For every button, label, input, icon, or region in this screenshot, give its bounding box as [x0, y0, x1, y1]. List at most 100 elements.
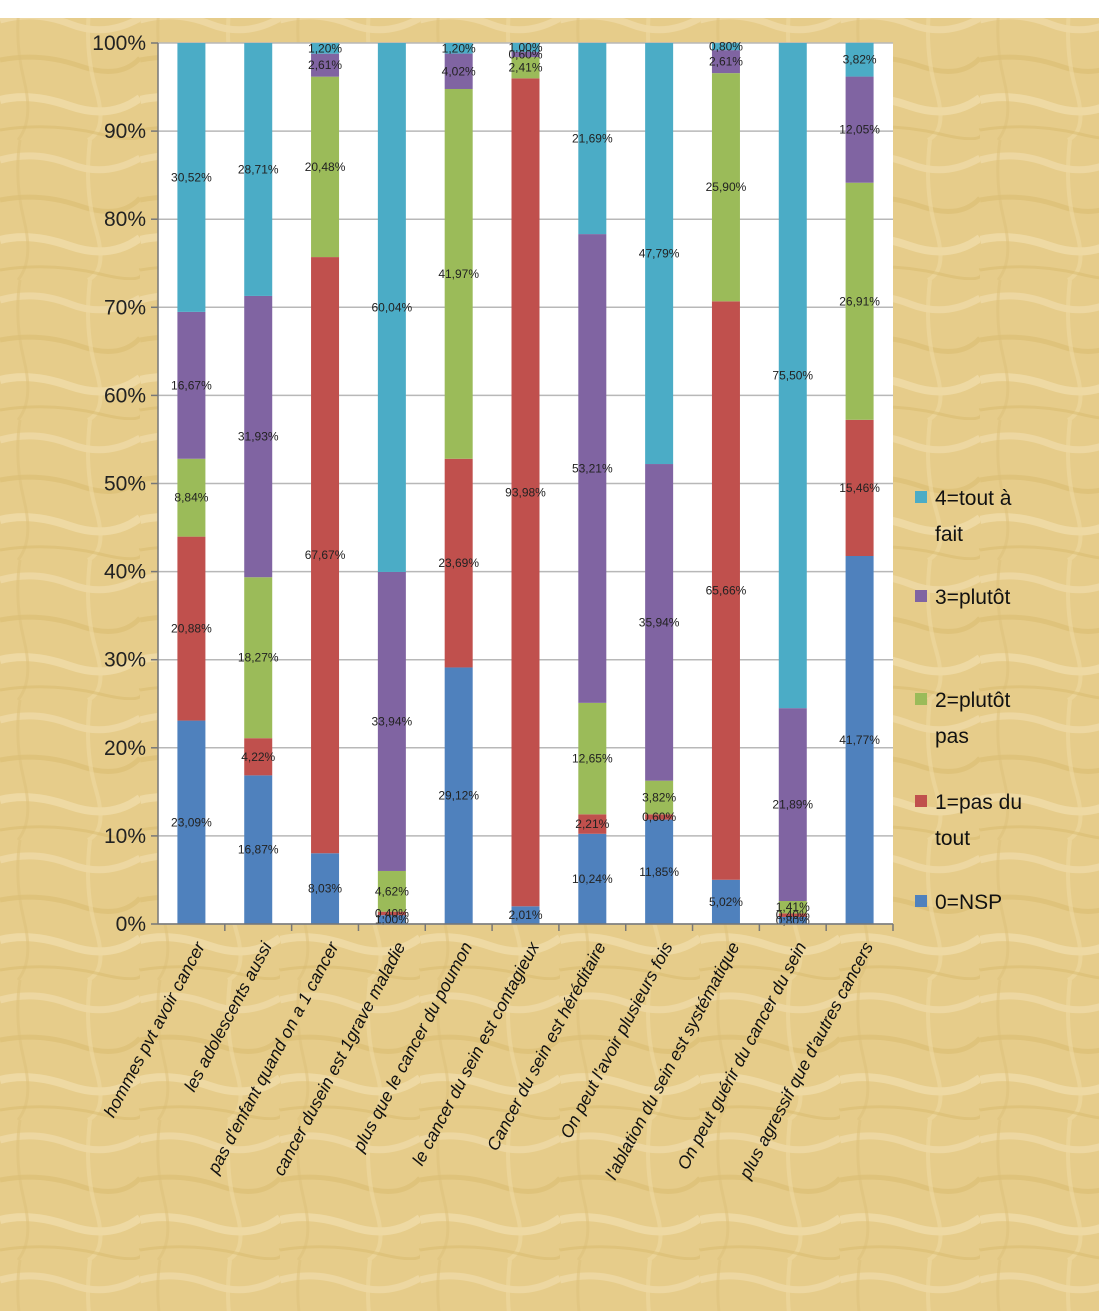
y-tick-label: 30%	[104, 649, 146, 672]
legend-swatch	[915, 491, 927, 503]
bar-segment-1	[377, 911, 406, 916]
bar-segment-1	[511, 78, 540, 907]
bar-segment-2	[311, 76, 340, 258]
data-label: 1,00%	[375, 913, 409, 927]
bar-segment-3	[377, 571, 406, 871]
data-label: 20,48%	[305, 160, 346, 174]
bar-segment-3	[511, 51, 540, 58]
bar-segment-1	[444, 458, 473, 668]
data-label: 29,12%	[438, 789, 479, 803]
data-label: 93,98%	[505, 485, 546, 499]
bar-segment-2	[377, 870, 406, 912]
y-tick-label: 100%	[92, 32, 146, 55]
data-label: 2,21%	[575, 817, 609, 831]
top-strip	[0, 0, 1099, 18]
legend-swatch	[915, 693, 927, 705]
data-label: 1,41%	[776, 900, 810, 914]
data-label: 0,40%	[776, 908, 810, 922]
y-tick-label: 20%	[104, 737, 146, 760]
bar-segment-4	[177, 43, 206, 312]
data-label: 0,60%	[642, 810, 676, 824]
bar-segment-3	[778, 708, 807, 902]
data-label: 20,88%	[171, 622, 212, 636]
bar-segment-2	[511, 57, 540, 79]
legend-label: 1=pas du tout	[935, 791, 1022, 850]
data-label: 0,80%	[709, 40, 743, 54]
bar-segment-2	[711, 73, 740, 302]
bar-segment-4	[645, 43, 674, 465]
bar-segment-3	[845, 76, 874, 183]
bar-segment-1	[711, 301, 740, 880]
y-tick-label: 60%	[104, 384, 146, 407]
data-label: 75,50%	[772, 369, 813, 383]
data-label: 11,85%	[639, 865, 679, 879]
data-label: 1,20%	[442, 41, 476, 55]
data-label: 30,52%	[171, 170, 212, 184]
bar-segment-0	[845, 556, 874, 924]
data-label: 18,27%	[238, 651, 279, 665]
y-tick-label: 40%	[104, 561, 146, 584]
data-label: 4,62%	[375, 884, 409, 898]
data-label: 12,05%	[839, 123, 880, 137]
data-label: 8,84%	[174, 491, 208, 505]
data-label: 16,67%	[171, 378, 212, 392]
bar-segment-4	[311, 43, 340, 54]
data-label: 0,60%	[508, 47, 542, 61]
data-label: 23,09%	[171, 815, 212, 829]
bar-segment-1	[645, 814, 674, 820]
data-label: 53,21%	[572, 461, 613, 475]
y-tick-label: 80%	[104, 208, 146, 231]
legend-label: 2=plutôt pas	[935, 689, 1010, 748]
bar-segment-3	[645, 464, 674, 781]
data-label: 60,04%	[372, 300, 413, 314]
data-label: 2,41%	[508, 61, 542, 75]
bar-segment-3	[177, 311, 206, 459]
data-label: 4,22%	[241, 750, 275, 764]
data-label: 12,65%	[572, 752, 613, 766]
data-label: 2,61%	[709, 55, 743, 69]
bar-segment-0	[578, 833, 607, 924]
bar-segment-0	[778, 916, 807, 924]
bar-segment-1	[311, 257, 340, 854]
data-label: 21,69%	[572, 132, 613, 146]
data-label: 4,02%	[442, 64, 476, 78]
bar-segment-1	[845, 419, 874, 557]
bar-segment-3	[311, 53, 340, 77]
bar-segment-3	[578, 234, 607, 703]
bar-segment-0	[444, 667, 473, 924]
bar-segment-0	[311, 853, 340, 924]
bar-segment-4	[444, 43, 473, 54]
bar-segment-3	[244, 295, 273, 578]
data-label: 65,66%	[706, 584, 747, 598]
y-tick-label: 90%	[104, 120, 146, 143]
bar-segment-2	[244, 577, 273, 739]
bar-segment-2	[578, 702, 607, 815]
data-label: 16,87%	[238, 843, 279, 857]
data-label: 21,89%	[772, 798, 813, 812]
bar-segment-1	[778, 913, 807, 917]
bar-segment-4	[244, 43, 273, 296]
data-label: 15,46%	[839, 481, 880, 495]
legend-label: 3=plutôt	[935, 586, 1010, 609]
bar-segment-2	[444, 88, 473, 459]
data-label: 23,69%	[438, 556, 479, 570]
legend-label: 0=NSP	[935, 891, 1002, 914]
data-label: 1,00%	[508, 40, 542, 54]
legend-swatch	[915, 795, 927, 807]
bar-segment-1	[177, 536, 206, 721]
bar-segment-4	[845, 42, 874, 77]
bar-segment-0	[511, 906, 540, 924]
data-label: 47,79%	[639, 247, 680, 261]
data-label: 33,94%	[372, 714, 413, 728]
bar-segment-2	[645, 780, 674, 815]
data-label: 3,82%	[843, 53, 877, 67]
bar-segment-0	[377, 915, 406, 924]
bar-segment-4	[511, 43, 540, 52]
y-tick-label: 50%	[104, 473, 146, 496]
data-label: 5,02%	[709, 895, 743, 909]
data-label: 2,61%	[308, 58, 342, 72]
bar-segment-0	[244, 775, 273, 924]
data-label: 67,67%	[305, 548, 346, 562]
bar-segment-4	[778, 43, 807, 709]
